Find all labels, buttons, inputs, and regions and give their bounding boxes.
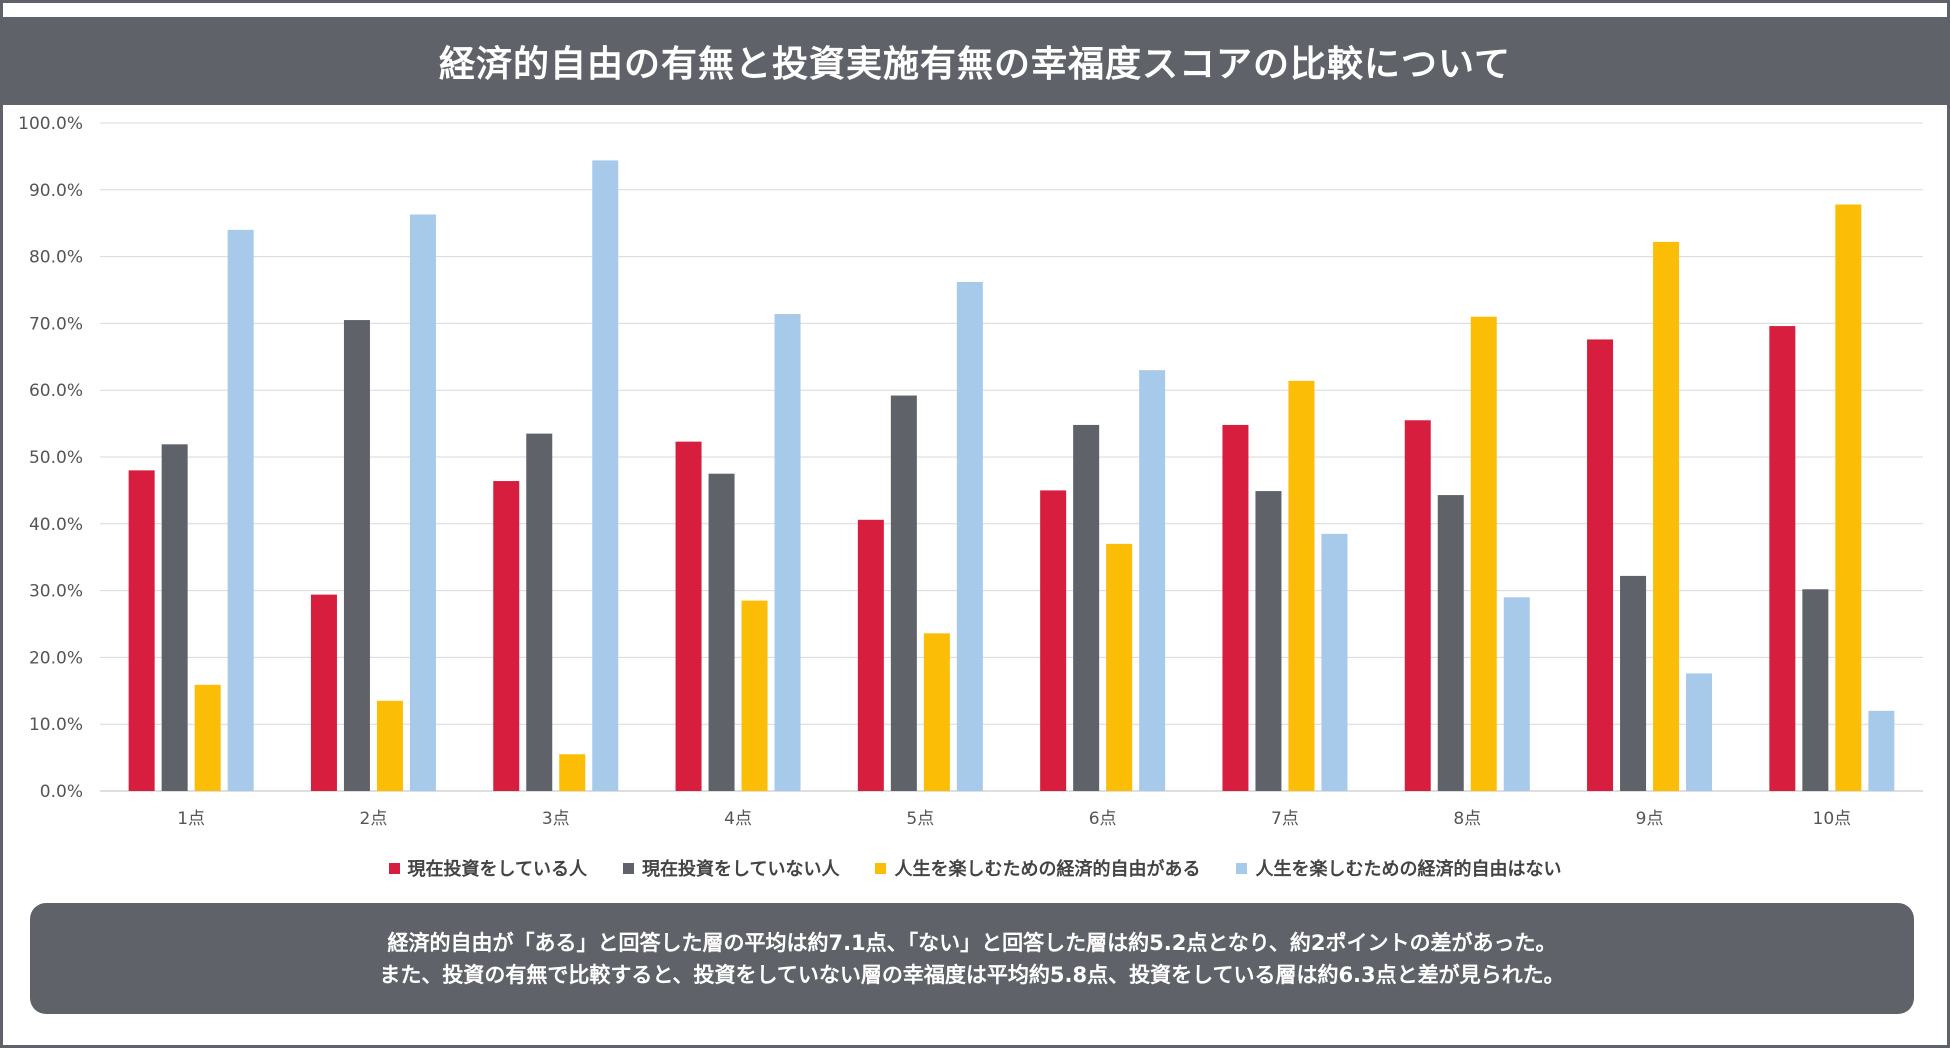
bar-1-5	[857, 519, 884, 791]
legend-item-2: 現在投資をしていない人	[623, 855, 839, 881]
bar-2-8	[1437, 495, 1464, 791]
legend-label: 現在投資をしていない人	[642, 859, 840, 880]
legend-swatch	[875, 862, 887, 874]
summary-line-1: 経済的自由が「ある」と回答した層の平均は約7.1点、「ない」と回答した層は約5.…	[387, 930, 1557, 955]
bar-1-9	[1587, 339, 1614, 791]
x-category-label: 2点	[360, 809, 388, 829]
bar-3-4	[741, 600, 768, 791]
bar-2-3	[526, 433, 553, 791]
y-tick-label: 50.0%	[29, 448, 83, 468]
bar-3-6	[1106, 543, 1133, 791]
legend-item-3: 人生を楽しむための経済的自由がある	[875, 855, 1200, 881]
legend-swatch	[388, 862, 400, 874]
bar-2-2	[343, 320, 370, 791]
x-category-label: 1点	[177, 809, 205, 829]
x-category-label: 5点	[906, 809, 934, 829]
y-tick-label: 80.0%	[29, 248, 83, 268]
bar-chart: 0.0% 10.0% 20.0% 30.0% 40.0% 50.0% 60.0% 70.0% 8…	[18, 114, 1923, 829]
bar-4-7	[1321, 533, 1348, 791]
bar-1-8	[1404, 420, 1431, 791]
bar-1-1	[128, 470, 155, 791]
legend-label: 現在投資をしている人	[407, 859, 587, 880]
chart-title: 経済的自由の有無と投資実施有無の幸福度スコアの比較について	[3, 17, 1947, 105]
bar-2-10	[1802, 589, 1829, 791]
y-tick-label: 20.0%	[29, 648, 83, 668]
legend-item-4: 人生を楽しむための経済的自由はない	[1236, 855, 1561, 881]
bar-3-1	[194, 684, 221, 791]
summary-box: 経済的自由が「ある」と回答した層の平均は約7.1点、「ない」と回答した層は約5.…	[30, 903, 1914, 1014]
bar-4-9	[1686, 673, 1713, 791]
summary-line-2: また、投資の有無で比較すると、投資をしていない層の幸福度は平均約5.8点、投資を…	[379, 962, 1565, 987]
x-category-label: 7点	[1271, 809, 1299, 829]
chart-legend: 現在投資をしている人 現在投資をしていない人 人生を楽しむための経済的自由がある 人生…	[3, 855, 1947, 881]
bar-4-1	[227, 229, 254, 791]
legend-swatch	[623, 862, 634, 874]
x-category-label: 10点	[1813, 809, 1852, 829]
x-category-label: 6点	[1089, 809, 1117, 829]
bar-3-8	[1470, 316, 1497, 791]
bar-4-6	[1139, 370, 1166, 791]
bar-2-5	[890, 395, 917, 791]
y-tick-label: 100.0%	[18, 114, 83, 134]
legend-swatch	[1236, 862, 1248, 874]
bar-2-1	[161, 444, 188, 791]
bar-1-10	[1769, 326, 1796, 791]
bar-4-3	[592, 160, 619, 791]
y-tick-label: 40.0%	[29, 515, 83, 535]
y-tick-label: 90.0%	[29, 181, 83, 201]
bar-1-3	[493, 481, 520, 791]
y-tick-label: 0.0%	[40, 782, 83, 802]
bar-1-2	[310, 594, 337, 791]
bar-1-4	[675, 441, 702, 791]
bar-1-7	[1222, 424, 1249, 791]
bar-4-4	[774, 314, 801, 791]
bar-2-7	[1255, 491, 1282, 791]
bar-2-4	[708, 473, 735, 791]
bar-3-10	[1835, 204, 1862, 792]
x-category-label: 3点	[542, 809, 570, 829]
bar-2-6	[1073, 424, 1100, 791]
y-tick-label: 70.0%	[29, 314, 83, 334]
bar-3-3	[559, 754, 586, 791]
bar-4-8	[1503, 597, 1530, 791]
bar-4-2	[409, 214, 436, 792]
bar-3-7	[1288, 380, 1315, 791]
y-tick-label: 10.0%	[29, 715, 83, 735]
x-category-label: 9点	[1636, 809, 1664, 829]
x-category-label: 8点	[1453, 809, 1481, 829]
legend-item-1: 現在投資をしている人	[388, 855, 587, 881]
bar-4-10	[1868, 710, 1895, 791]
y-tick-label: 30.0%	[29, 582, 83, 602]
bar-2-9	[1620, 575, 1647, 791]
x-category-label: 4点	[724, 809, 752, 829]
y-tick-label: 60.0%	[29, 381, 83, 401]
bar-4-5	[956, 281, 983, 791]
bar-3-5	[923, 633, 950, 791]
bar-3-9	[1653, 241, 1680, 792]
legend-label: 人生を楽しむための経済的自由がある	[894, 859, 1201, 880]
legend-label: 人生を楽しむための経済的自由はない	[1255, 859, 1562, 880]
bar-3-2	[376, 700, 403, 791]
bar-1-6	[1040, 490, 1067, 791]
